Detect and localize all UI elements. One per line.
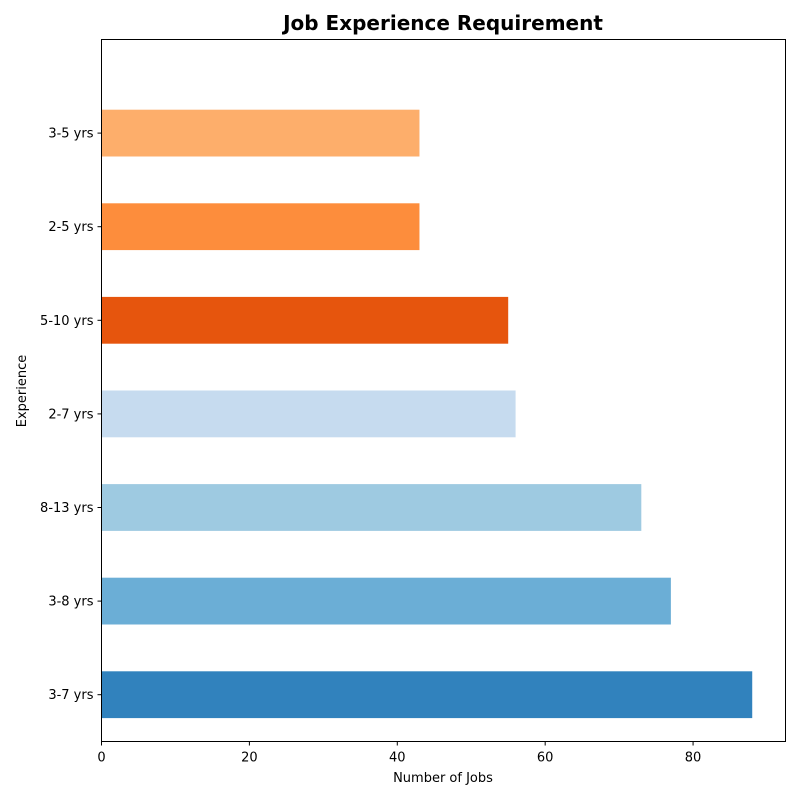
y-tick-label: 2-5 yrs [48,220,93,235]
y-tick-label: 8-13 yrs [40,501,94,516]
x-tick-label: 60 [537,751,554,766]
y-tick-label: 2-7 yrs [48,407,93,422]
x-tick-label: 80 [685,751,702,766]
plot-frame [101,39,786,742]
bar-3-8-yrs [101,577,671,625]
bar-8-13-yrs [101,484,642,531]
bar-2-7-yrs [101,390,516,438]
y-axis-label: Experience [15,355,30,428]
y-tick-label: 3-8 yrs [48,595,93,610]
y-tick-label: 5-10 yrs [40,314,94,329]
chart-title: Job Experience Requirement [281,11,603,35]
x-axis-label: Number of Jobs [393,771,493,786]
bars-group [101,109,753,719]
x-tick-label: 0 [97,751,105,766]
y-axis-ticks: 3-7 yrs 3-8 yrs 8-13 yrs 2-7 yrs 5-10 yrs 2-5… [40,127,102,703]
x-tick-label: 40 [389,751,406,766]
bar-5-10-yrs [101,296,509,344]
bar-3-5-yrs [101,109,420,157]
y-tick-label: 3-7 yrs [48,688,93,703]
x-axis-ticks: 0 20 40 60 80 [97,741,702,766]
bar-3-7-yrs [101,671,753,719]
x-tick-label: 20 [241,751,258,766]
bar-2-5-yrs [101,203,420,251]
y-tick-label: 3-5 yrs [48,127,93,142]
